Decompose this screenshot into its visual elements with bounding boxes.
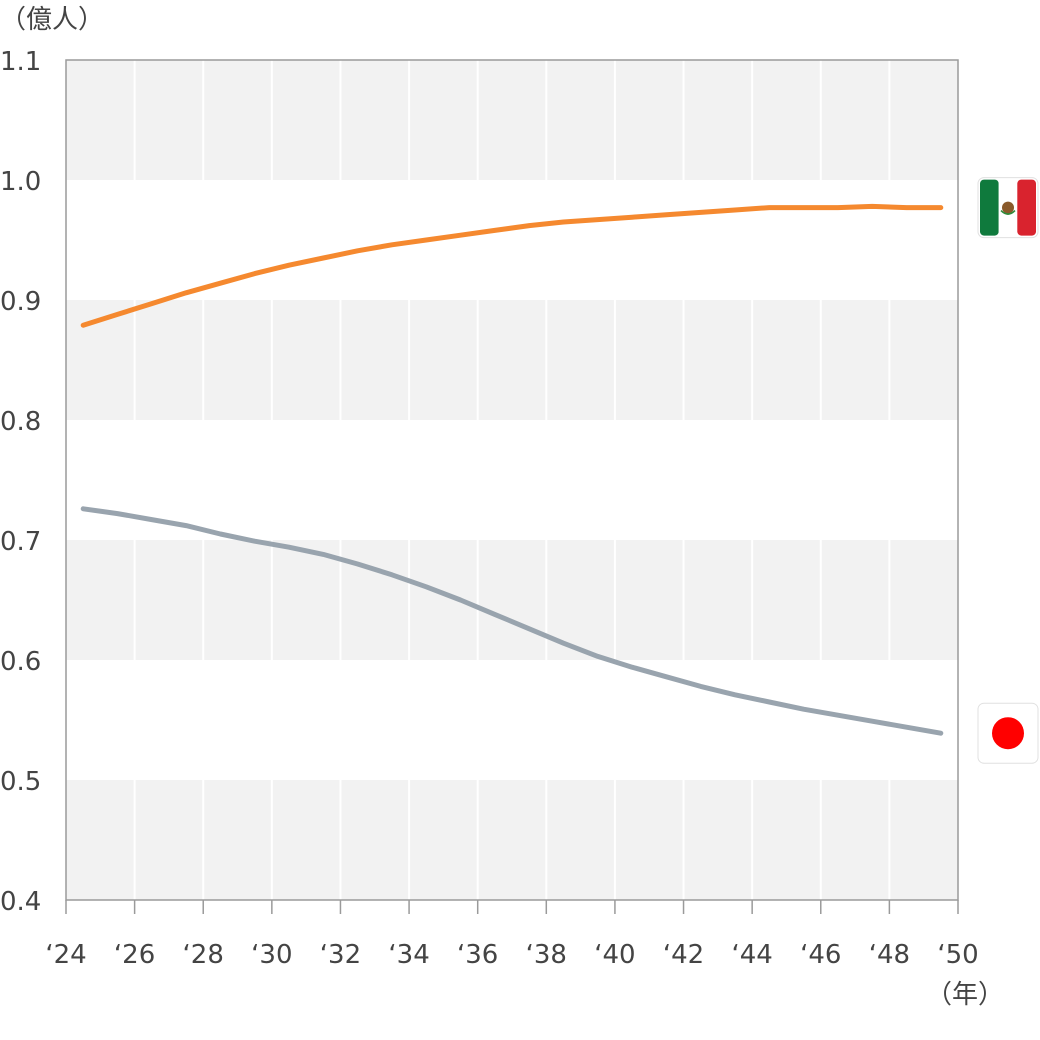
y-unit-label: （億人） — [0, 5, 104, 35]
x-unit-label: （年） — [926, 980, 1004, 1010]
japan-flag-icon — [977, 702, 1039, 764]
series-flags — [977, 177, 1039, 764]
x-tick-label: ‘36 — [457, 940, 498, 970]
x-tick-label: ‘26 — [114, 940, 155, 970]
y-tick-label: 0.8 — [0, 407, 41, 437]
y-tick-label: 0.6 — [0, 647, 41, 677]
plot-border — [65, 59, 959, 901]
x-tick-label: ‘24 — [45, 940, 86, 970]
x-tick-label: ‘44 — [731, 940, 772, 970]
mexico-flag-icon — [977, 177, 1039, 239]
grid-band — [66, 780, 958, 900]
x-tick-label: ‘48 — [869, 940, 910, 970]
x-axis-tick-labels: ‘24 ‘26 ‘28 ‘30 ‘32 ‘34 ‘36 ‘38 ‘40 ‘42 ‘44 ‘46 ‘48 ‘… — [45, 940, 978, 970]
y-tick-label: 1.1 — [0, 47, 41, 77]
x-tick-label: ‘40 — [594, 940, 635, 970]
x-tick-label: ‘38 — [526, 940, 567, 970]
series-line-mexico — [80, 203, 944, 328]
series-lines — [80, 203, 944, 736]
x-tick-label: ‘34 — [388, 940, 429, 970]
x-tick-label: ‘42 — [663, 940, 704, 970]
plot-frame — [65, 59, 959, 901]
x-tick-label: ‘50 — [937, 940, 978, 970]
x-tick-label: ‘28 — [183, 940, 224, 970]
x-tick-label: ‘30 — [251, 940, 292, 970]
vertical-gridlines — [133, 60, 891, 900]
y-tick-label: 0.9 — [0, 287, 41, 317]
y-tick-label: 0.5 — [0, 767, 41, 797]
y-tick-label: 1.0 — [0, 167, 41, 197]
x-tick-label: ‘32 — [320, 940, 361, 970]
grid-band — [66, 60, 958, 180]
y-tick-label: 0.7 — [0, 527, 41, 557]
grid-band — [66, 300, 958, 420]
x-axis-ticks — [65, 900, 959, 914]
grid-band — [66, 540, 958, 660]
y-tick-label: 0.4 — [0, 887, 41, 917]
background-bands — [66, 60, 958, 900]
y-axis-tick-labels: 0.4 0.5 0.6 0.7 0.8 0.9 1.0 1.1 — [0, 47, 41, 917]
series-line-japan — [80, 506, 944, 736]
x-tick-label: ‘46 — [800, 940, 841, 970]
